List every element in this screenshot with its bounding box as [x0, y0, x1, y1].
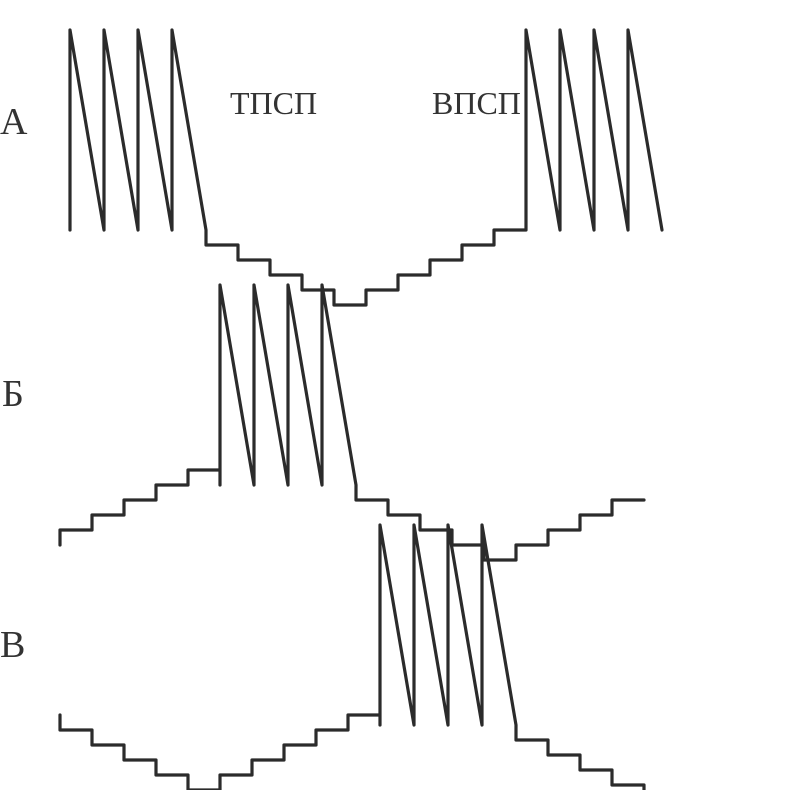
- trace-b: [60, 285, 644, 560]
- diagram-canvas: [0, 0, 809, 790]
- label-a: А: [0, 100, 27, 144]
- trace-a: [70, 30, 662, 305]
- trace-v: [60, 525, 676, 790]
- label-v: В: [0, 623, 25, 667]
- label-b: Б: [2, 372, 24, 416]
- label-vpsp: ВПСП: [432, 85, 521, 122]
- label-tpsp: ТПСП: [230, 85, 317, 122]
